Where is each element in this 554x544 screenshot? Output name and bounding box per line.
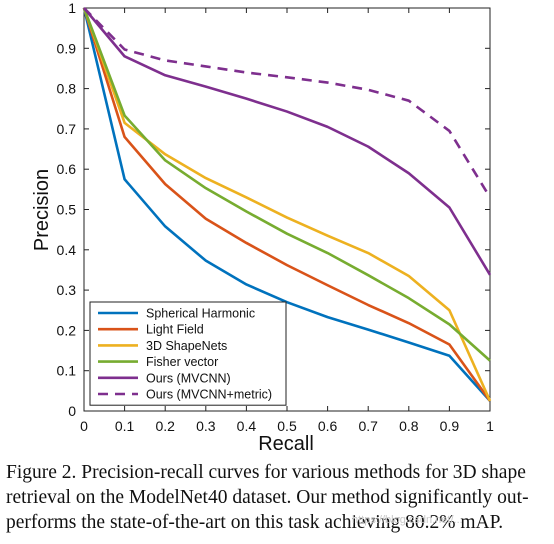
legend-box (89, 301, 287, 406)
y-tick-label: 0.7 (57, 121, 77, 137)
y-tick-label: 0.1 (57, 363, 77, 379)
y-tick-label: 0.3 (57, 282, 77, 298)
legend-label: Ours (MVCNN+metric) (146, 388, 272, 402)
x-tick-label: 0.7 (358, 418, 378, 434)
x-axis-label: Recall (258, 433, 314, 455)
watermark-text: https://blog.csdn.net/... (352, 514, 463, 526)
x-tick-label: 0.4 (237, 418, 257, 434)
series-line-fisher-vector (82, 7, 491, 362)
legend-label: Ours (MVCNN) (146, 371, 231, 385)
legend: Spherical Harmonic Light Field 3D ShapeNet… (89, 301, 287, 406)
x-tick-label: 1 (486, 418, 494, 434)
axes: 0 0.1 0.2 0.3 0.4 0.5 0.6 0.7 0.8 0.9 1 0 0.1 0.2 0.3 0… (57, 0, 495, 434)
y-tick-label: 0 (68, 403, 76, 419)
legend-label: Fisher vector (146, 355, 218, 369)
figure-caption: Figure 2. Precision-recall curves for va… (6, 460, 550, 535)
x-tick-label: 0.5 (277, 418, 297, 434)
series-line-light-field (82, 7, 492, 402)
y-tick-label: 0.9 (57, 40, 77, 56)
x-tick-label: 0.8 (399, 418, 419, 434)
legend-label: 3D ShapeNets (146, 339, 227, 353)
x-tick-label: 0 (80, 418, 88, 434)
x-tick-label: 0.9 (440, 418, 460, 434)
x-tick-label: 0.1 (115, 418, 135, 434)
legend-label: Light Field (146, 323, 204, 337)
legend-label: Spherical Harmonic (146, 307, 255, 321)
y-tick-label: 0.4 (57, 242, 77, 258)
caption-line-3: performs the state-of-the-art on this ta… (6, 512, 504, 533)
y-tick-label: 0.2 (57, 322, 77, 338)
x-tick-label: 0.6 (318, 418, 338, 434)
series-line-ours-mvcnn-metric (83, 7, 492, 199)
caption-line-2: retrieval on the ModelNet40 dataset. Our… (6, 487, 529, 508)
y-axis-label: Precision (31, 169, 53, 251)
caption-line-1: Figure 2. Precision-recall curves for va… (6, 462, 526, 483)
y-tick-label: 1 (68, 0, 76, 16)
precision-recall-chart: 0 0.1 0.2 0.3 0.4 0.5 0.6 0.7 0.8 0.9 1 0 0.1 0.2 0.3 0… (31, 0, 495, 455)
series-line-ours-mvcnn (83, 7, 492, 276)
y-tick-label: 0.6 (57, 161, 77, 177)
series-line-spherical-harmonic (82, 7, 491, 402)
series-lines (82, 7, 492, 402)
x-tick-label: 0.3 (196, 418, 216, 434)
y-tick-label: 0.5 (57, 202, 77, 218)
y-tick-label: 0.8 (57, 81, 77, 97)
x-tick-label: 0.2 (155, 418, 175, 434)
